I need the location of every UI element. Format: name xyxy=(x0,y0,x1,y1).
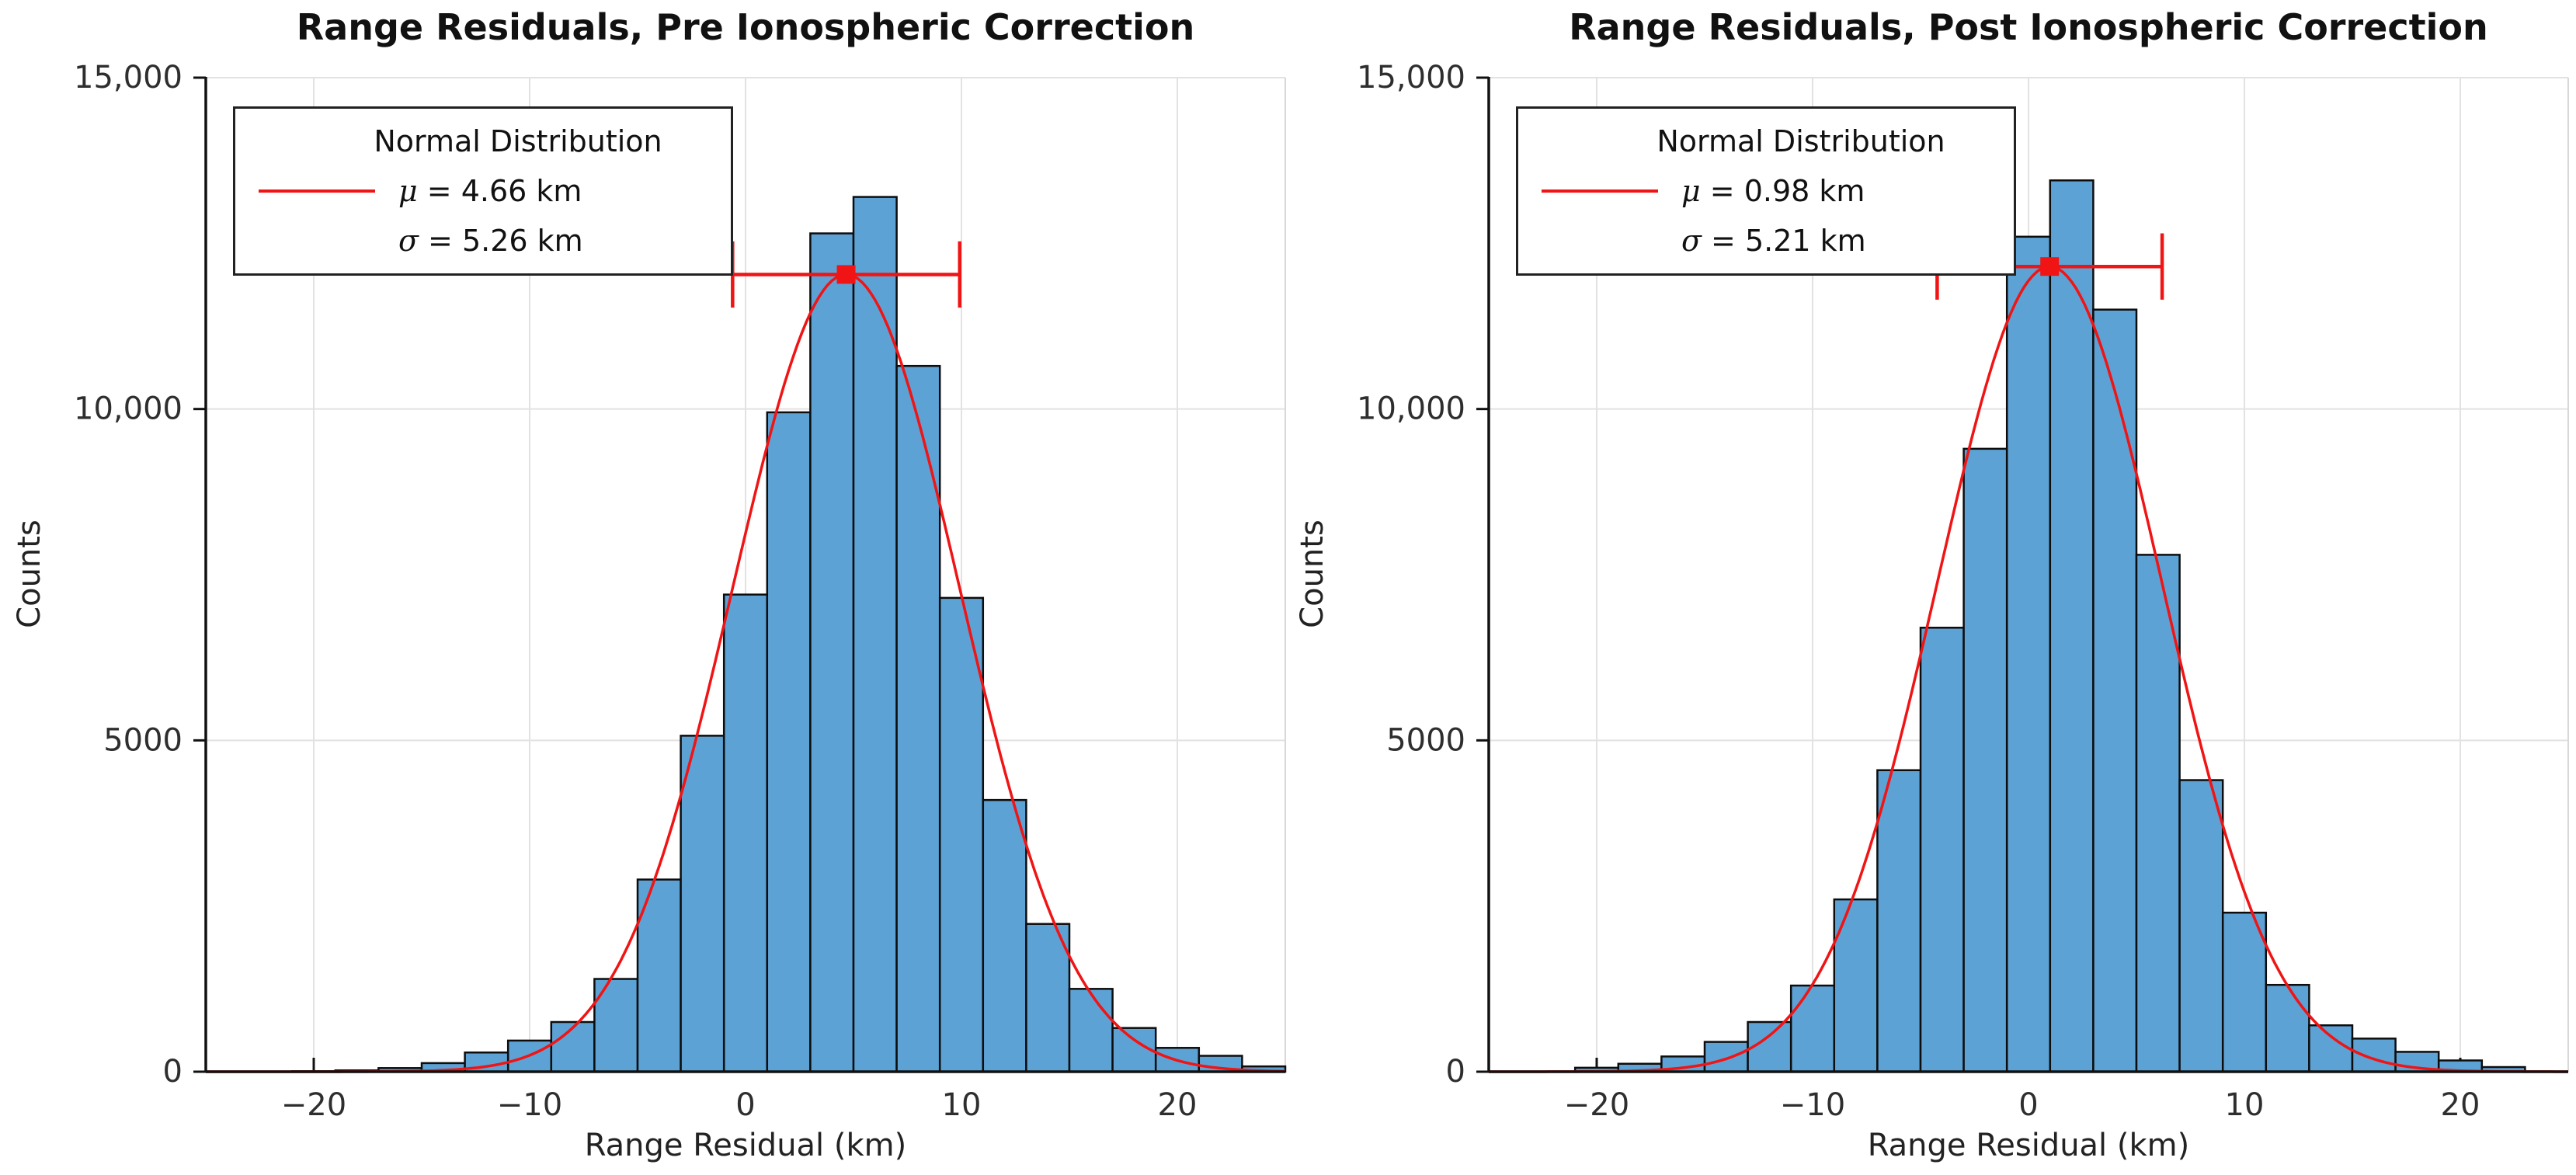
legend-box: Normal Distribution μ = 0.98 km σ = 5.21… xyxy=(1516,106,2016,276)
legend-mu-row: μ = 4.66 km xyxy=(235,166,731,216)
histogram-canvas-post: 0 5000 10,000 15,000 −20 −10 0 10 20 xyxy=(1357,60,2569,1123)
histogram-bar xyxy=(636,878,682,1073)
histogram-bar xyxy=(766,411,812,1073)
histogram-bar xyxy=(2308,1024,2354,1073)
y-tick-label: 5000 xyxy=(1386,722,1465,758)
legend-sigma-row: σ = 5.21 km xyxy=(1518,216,2014,266)
legend-mu-value: μ = 0.98 km xyxy=(1681,174,1865,208)
x-axis-label: Range Residual (km) xyxy=(1867,1128,2190,1163)
histogram-bar xyxy=(2135,554,2181,1073)
normal-fit-line-swatch xyxy=(1518,189,1681,193)
mean-marker xyxy=(836,265,856,284)
histogram-bar xyxy=(1876,769,1922,1073)
histogram-bar xyxy=(2178,779,2224,1073)
x-tick-label: −20 xyxy=(1564,1087,1629,1123)
y-tick-label: 15,000 xyxy=(1357,60,1465,96)
histogram-bar xyxy=(1919,627,1965,1073)
normal-fit-curve xyxy=(1489,265,2568,1073)
x-tick-label: 0 xyxy=(2018,1087,2038,1123)
legend-box: Normal Distribution μ = 4.66 km σ = 5.26… xyxy=(233,106,733,276)
x-tick-label: 10 xyxy=(2225,1087,2265,1123)
histogram-bar xyxy=(2005,235,2052,1073)
x-tick-label: 0 xyxy=(735,1087,755,1123)
x-tick-label: −10 xyxy=(1780,1087,1845,1123)
histogram-bar xyxy=(2265,983,2310,1073)
normal-fit-line-swatch xyxy=(235,189,398,193)
x-tick-label: 20 xyxy=(2441,1087,2480,1123)
x-tick-label: 20 xyxy=(1158,1087,1198,1123)
histogram-bar xyxy=(2092,308,2138,1073)
mean-marker xyxy=(2040,257,2060,276)
legend-empty-swatch xyxy=(1518,239,1681,242)
y-axis-label: Counts xyxy=(12,520,47,628)
histogram-bar xyxy=(1025,923,1071,1073)
histogram-bar xyxy=(895,364,941,1073)
histogram-bar xyxy=(2049,179,2095,1073)
x-tick-label: −10 xyxy=(497,1087,562,1123)
y-tick-label: 0 xyxy=(163,1054,183,1090)
histogram-bar xyxy=(2351,1038,2397,1073)
legend-sigma-value: σ = 5.26 km xyxy=(398,224,583,258)
y-tick-label: 5000 xyxy=(103,722,183,758)
histogram-bar xyxy=(852,196,898,1073)
plot-title: Range Residuals, Post Ionospheric Correc… xyxy=(1569,6,2488,48)
plot-post-ionospheric-correction: 0 5000 10,000 15,000 −20 −10 0 10 20 Range Resid… xyxy=(1283,0,2576,1175)
x-axis-label: Range Residual (km) xyxy=(584,1128,907,1163)
legend-sigma-row: σ = 5.26 km xyxy=(235,216,731,266)
histogram-bar xyxy=(722,593,769,1073)
histogram-bar xyxy=(938,596,985,1073)
plot-pre-ionospheric-correction: 0 5000 10,000 15,000 −20 −10 0 10 20 Range Resid… xyxy=(12,6,1287,1163)
plot-title: Range Residuals, Pre Ionospheric Correct… xyxy=(296,6,1195,48)
histogram-canvas-pre: 0 5000 10,000 15,000 −20 −10 0 10 20 xyxy=(74,60,1287,1123)
y-axis-label: Counts xyxy=(1295,520,1330,628)
histogram-bar xyxy=(982,798,1027,1073)
legend-empty-swatch xyxy=(235,239,398,242)
histogram-bar xyxy=(1789,984,1836,1073)
histogram-bar xyxy=(1068,988,1114,1073)
histogram-bar xyxy=(2221,911,2268,1073)
legend-mu-row: μ = 0.98 km xyxy=(1518,166,2014,216)
histogram-bar xyxy=(680,735,725,1073)
legend-sigma-value: σ = 5.21 km xyxy=(1681,224,1866,258)
y-tick-label: 10,000 xyxy=(74,391,183,427)
histogram-bar xyxy=(1703,1041,1749,1073)
legend-mu-value: μ = 4.66 km xyxy=(398,174,582,208)
y-tick-label: 0 xyxy=(1446,1054,1465,1090)
histogram-bar xyxy=(1962,447,2008,1073)
x-tick-label: −20 xyxy=(281,1087,346,1123)
y-tick-label: 10,000 xyxy=(1357,391,1465,427)
histogram-bar xyxy=(809,232,855,1073)
y-tick-label: 15,000 xyxy=(74,60,183,96)
x-tick-label: 10 xyxy=(942,1087,982,1123)
legend-title: Normal Distribution xyxy=(374,124,662,158)
legend-title: Normal Distribution xyxy=(1656,124,1945,158)
